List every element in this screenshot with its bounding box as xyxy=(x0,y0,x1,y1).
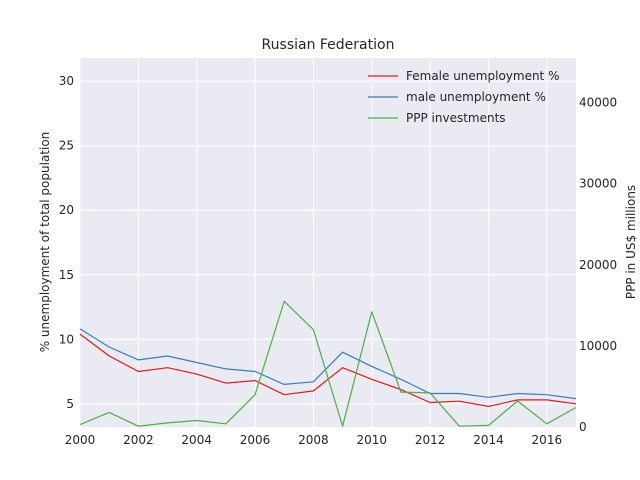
series-line-male-unemployment xyxy=(79,328,577,400)
y2-axis-label: PPP in US$ millions xyxy=(624,185,638,299)
y-tick-label: 20 xyxy=(59,203,74,217)
x-axis-ticks: 2000 2002 2004 2006 2008 2010 2012 2014 2016 xyxy=(65,433,562,447)
series-lines xyxy=(79,300,577,427)
y2-tick-label: 10000 xyxy=(579,339,617,353)
x-tick-label: 2010 xyxy=(356,433,387,447)
legend-label-ppp: PPP investments xyxy=(406,111,506,125)
y-axis-ticks: 5 10 15 20 25 30 xyxy=(59,74,74,411)
y-tick-label: 25 xyxy=(59,139,74,153)
x-tick-label: 2016 xyxy=(532,433,563,447)
chart-title: Russian Federation xyxy=(262,37,395,53)
y2-tick-label: 40000 xyxy=(579,96,617,110)
y-tick-label: 15 xyxy=(59,268,74,282)
y2-tick-label: 0 xyxy=(579,420,587,434)
y-tick-label: 30 xyxy=(59,74,74,88)
y2-axis-ticks: 0 10000 20000 30000 40000 xyxy=(579,96,617,434)
series-line-ppp-investments xyxy=(79,300,577,427)
y2-tick-label: 30000 xyxy=(579,177,617,191)
x-tick-label: 2004 xyxy=(181,433,212,447)
x-tick-label: 2014 xyxy=(473,433,504,447)
legend: Female unemployment % male unemployment … xyxy=(368,69,559,125)
x-tick-label: 2008 xyxy=(298,433,329,447)
y-tick-label: 10 xyxy=(59,332,74,346)
gridlines xyxy=(79,58,576,427)
x-tick-label: 2002 xyxy=(123,433,154,447)
legend-label-male: male unemployment % xyxy=(406,90,546,104)
plot-background xyxy=(80,58,576,427)
legend-label-female: Female unemployment % xyxy=(406,69,559,83)
x-tick-label: 2000 xyxy=(65,433,96,447)
x-tick-label: 2006 xyxy=(240,433,271,447)
y-tick-label: 5 xyxy=(66,397,74,411)
y-axis-label: % unemployment of total population xyxy=(38,132,52,353)
x-tick-label: 2012 xyxy=(415,433,446,447)
y2-tick-label: 20000 xyxy=(579,258,617,272)
